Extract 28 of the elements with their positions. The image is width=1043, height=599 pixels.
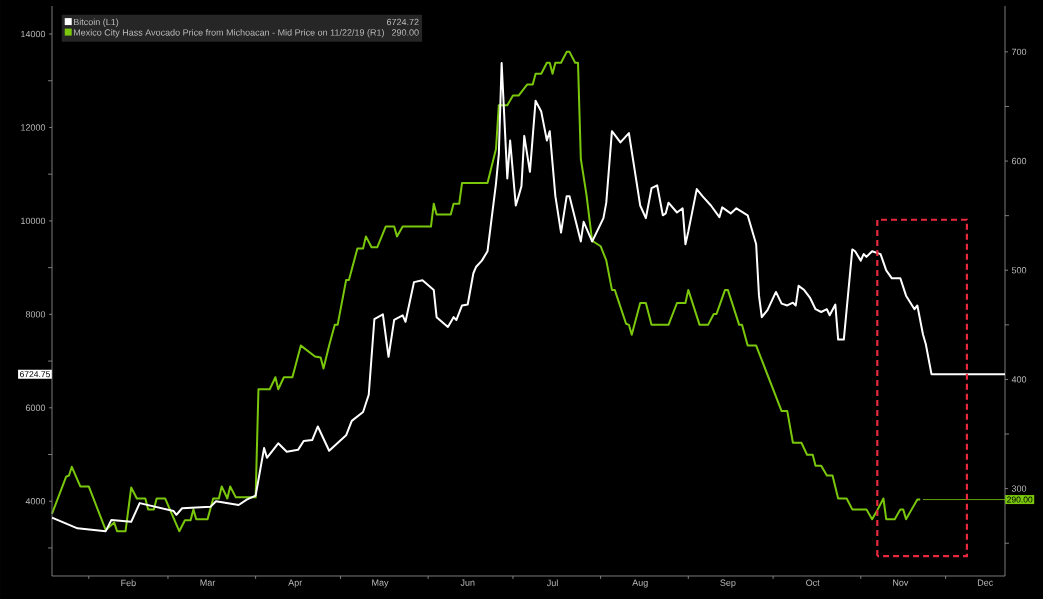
y-tick-label: 12000 [21, 124, 46, 131]
x-tick-label: Feb [121, 579, 136, 587]
y2-tick-label: 300 [1011, 485, 1027, 492]
x-tick-label: Oct [806, 579, 820, 586]
legend-label: Bitcoin (L1) [73, 18, 119, 27]
annotation: 6724.72 [386, 18, 419, 26]
x-tick-label: Nov [893, 579, 909, 586]
ref-line-label: 290.00 [1007, 496, 1033, 503]
y2-tick-label: 400 [1011, 376, 1027, 383]
y-tick-label: 8000 [25, 311, 46, 318]
x-tick-label: Mar [200, 579, 216, 586]
y2-tick-label: 600 [1011, 157, 1027, 165]
legend-label: Mexico City Hass Avocado Price from Michoacan - Mid Price on 11/22/19 (R1) [73, 29, 384, 38]
y-tick-label: 14000 [21, 30, 46, 38]
y2-tick-label: 700 [1011, 48, 1027, 56]
x-tick-label: May [372, 579, 389, 588]
y-tick-label: 10000 [21, 217, 46, 225]
annotation: 290.00 [391, 29, 419, 36]
y-tick-label: 4000 [25, 498, 46, 505]
x-tick-label: Jun [460, 579, 475, 586]
y-tick-label: 6000 [25, 404, 46, 411]
text: 6724.75 [20, 371, 50, 378]
x-tick-label: Apr [288, 579, 303, 588]
x-tick-label: Aug [632, 579, 648, 588]
x-tick-label: Sep [720, 579, 736, 588]
x-tick-label: Dec [977, 579, 993, 586]
y2-tick-label: 500 [1011, 267, 1027, 274]
x-tick-label: Jul [546, 579, 558, 587]
